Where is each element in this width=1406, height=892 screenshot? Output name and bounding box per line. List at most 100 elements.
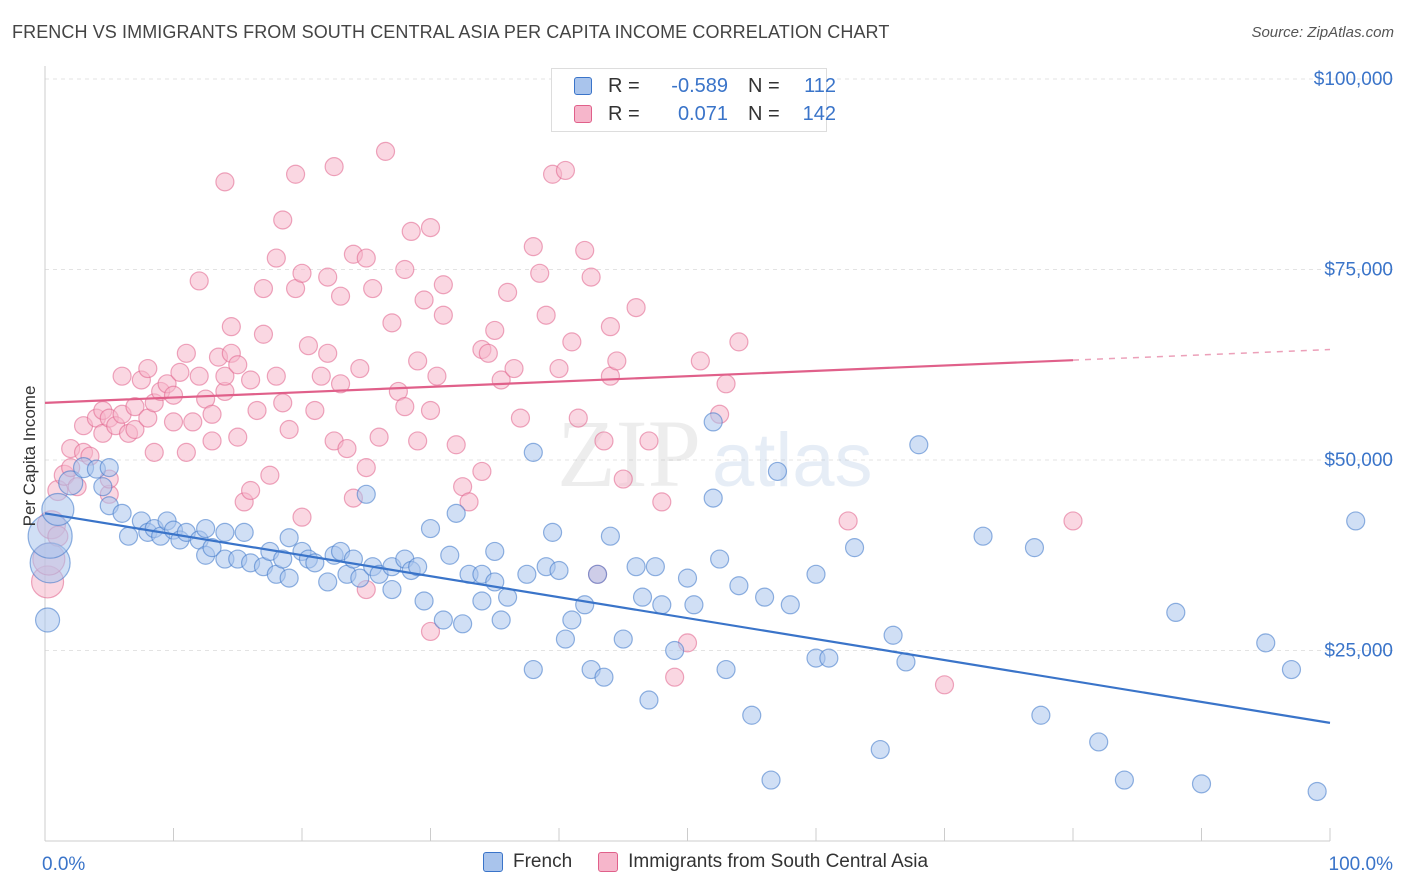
immigrants-point [472,461,492,482]
immigrants-point [202,431,222,451]
french-point [523,442,543,462]
series-immigrants-points [30,141,1083,695]
immigrants-point [318,343,338,363]
immigrants-point [273,210,293,230]
french-point [761,770,781,790]
immigrants-point [228,427,248,447]
immigrants-point [356,248,376,268]
french-point [279,568,299,588]
french-point [767,461,788,482]
immigrants-point [607,351,627,371]
french-point [549,560,569,581]
immigrants-point [253,324,274,344]
immigrants-point [138,358,158,379]
trend-lines [44,348,1331,724]
immigrants-point [690,351,710,371]
immigrants-point [163,385,184,405]
immigrants-point [170,362,190,382]
immigrants-point [292,507,312,527]
french-point [665,640,685,661]
french-point [196,518,216,539]
french-point [710,549,730,569]
french-point [382,579,402,600]
immigrants-point [176,343,196,363]
immigrants-point [838,511,858,531]
french-point [973,526,993,546]
french-point [632,587,653,607]
french-point [1191,774,1212,794]
french-point [613,629,633,649]
french-point [703,412,723,432]
correlation-legend: R = -0.589 N = 112 R = 0.071 N = 142 [551,68,836,132]
immigrants-point [273,393,293,413]
legend-immigrants-r-value: 0.071 [677,102,728,125]
y-tick-label: $25,000 [1324,641,1393,662]
immigrants-point [112,366,132,386]
french-point [600,526,621,546]
french-point [446,503,466,523]
legend-immigrants-n-value: 142 [802,102,836,125]
immigrants-point [1063,511,1083,531]
french-point [587,564,608,584]
immigrants-point [652,492,672,512]
immigrants-point [311,366,331,386]
chart-title: FRENCH VS IMMIGRANTS FROM SOUTH CENTRAL … [12,22,890,42]
french-point [645,557,665,577]
legend-french-n-value: 112 [804,74,836,97]
french-point [716,659,736,680]
french-point [754,587,775,607]
legend-immigrants-swatch [574,105,592,123]
immigrants-point [266,248,286,268]
immigrants-point [189,271,209,291]
french-point [279,528,299,548]
french-point [472,591,492,611]
immigrants-point [324,157,344,177]
french-point [491,610,511,630]
legend-french-r-label: R = [608,74,640,97]
immigrants-point [485,320,505,341]
french-point [594,667,614,687]
french-point [420,518,441,539]
immigrants-point [253,278,274,299]
french-point [677,568,698,588]
y-tick-label: $50,000 [1324,450,1393,471]
immigrants-point [536,305,556,325]
immigrants-point [279,419,299,440]
immigrants-point [594,431,614,451]
immigrants-point [395,397,415,417]
legend-immigrants-n-label: N = [748,102,780,125]
y-axis-title: Per Capita Income [20,386,39,527]
french-point [870,739,890,760]
axis-labels: $25,000 $50,000 $75,000 $100,000 0.0% 100.0% [42,69,1393,875]
immigrants-point [523,237,543,257]
immigrants-point [510,408,531,428]
french-trend-line [44,512,1331,724]
french-point [408,557,428,577]
immigrants-point [433,275,453,295]
immigrants-point [382,313,402,333]
french-point [542,522,563,542]
immigrants-point [176,442,196,462]
french-point [34,607,61,633]
axes [44,66,1331,842]
series-french-points [27,412,1366,802]
immigrants-point [408,431,428,451]
french-point [883,625,903,645]
immigrants-point [420,217,441,238]
immigrants-point [626,298,646,318]
legend-french-r-value: -0.589 [671,74,728,97]
immigrants-point [530,263,550,283]
y-tick-label: $100,000 [1314,69,1393,90]
legend-french-swatch [574,77,592,95]
immigrants-point [183,412,203,432]
immigrants-point [221,317,241,337]
immigrants-point [498,282,518,302]
immigrants-point [318,267,338,287]
french-point [555,629,576,649]
french-point [58,470,84,496]
immigrants-point [568,408,588,428]
immigrants-point [716,374,736,394]
immigrants-point [202,404,222,424]
french-point [1256,633,1276,653]
immigrants-point [228,355,248,375]
